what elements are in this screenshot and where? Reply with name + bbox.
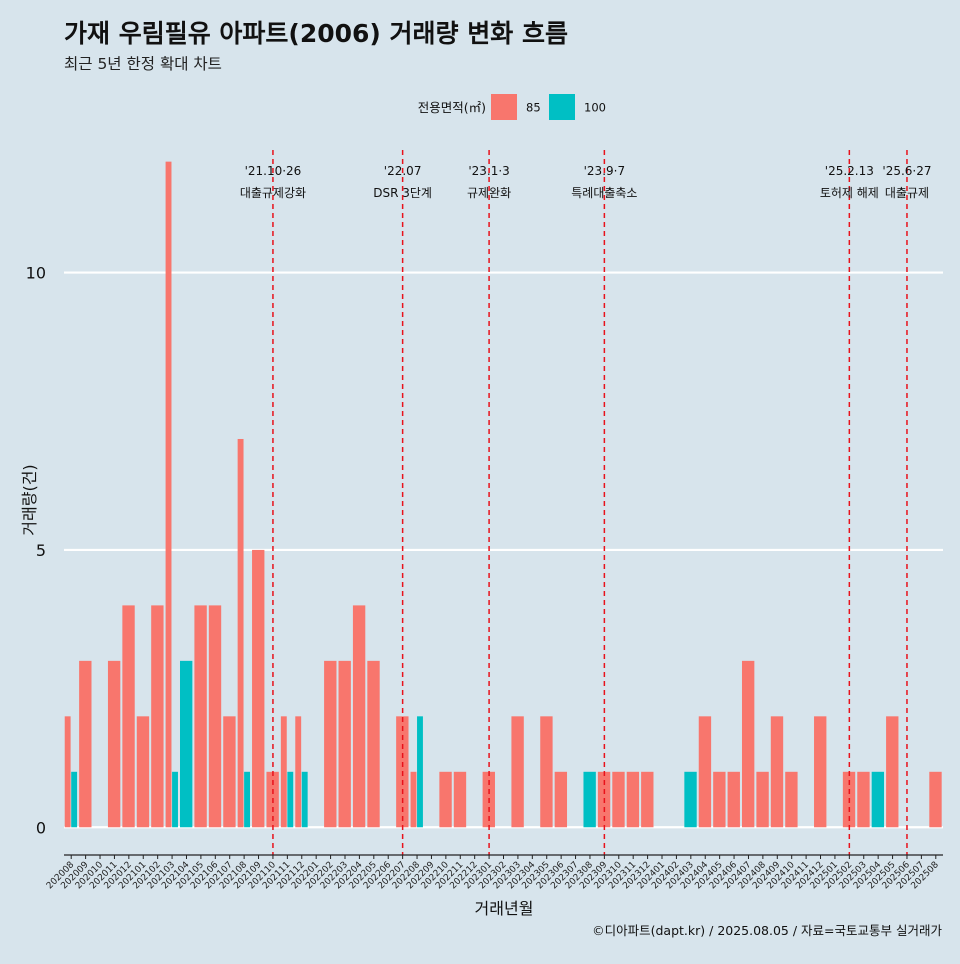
bar-85-202109 [252,549,265,828]
bar-85-202406 [727,771,740,828]
bar-85-202405 [713,771,726,828]
bar-100-202103 [172,771,178,828]
bar-100-202403 [684,771,697,828]
event-date-202309: '23.9·7 [584,164,625,178]
bar-100-202111 [287,771,294,828]
bar-85-202106 [208,605,222,828]
bar-85-202203 [338,660,351,828]
bar-85-202505 [886,716,899,828]
chart-caption: ©디아파트(dapt.kr) / 2025.08.05 / 자료=국토교통부 실… [592,923,942,938]
bar-85-202009 [79,660,92,828]
event-label-202207: DSR 3단계 [373,186,432,200]
legend: 전용면적(㎡) 85 100 [418,94,606,120]
bar-85-202101 [136,716,150,828]
chart-title: 가재 우림필유 아파트(2006) 거래량 변화 흐름 [64,19,568,48]
y-tick-label: 5 [36,541,46,560]
bar-85-202111 [280,716,287,828]
bar-85-202409 [770,716,784,828]
bar-100-202504 [871,771,885,828]
bar-85-202407 [741,660,755,828]
bar-85-202008 [64,716,71,828]
event-date-202502: '25.2.13 [825,164,874,178]
event-date-202506: '25.6·27 [882,164,931,178]
bar-85-202108 [237,438,244,828]
legend-label-100: 100 [584,101,606,115]
chart-subtitle: 최근 5년 한정 확대 차트 [64,55,222,73]
bar-85-202204 [352,605,366,828]
x-axis-title: 거래년월 [475,899,534,918]
bar-85-202410 [785,771,798,828]
legend-label-85: 85 [526,101,541,115]
event-date-202207: '22.07 [384,164,422,178]
bar-85-202303 [511,716,524,828]
bar-85-202211 [453,771,467,828]
event-date-202110: '21.10·26 [245,164,302,178]
event-label-202309: 특례대출축소 [571,186,637,200]
bar-85-202103 [165,161,172,828]
bar-85-202202 [324,660,337,828]
event-annotations: '21.10·26 대출규제강화 '22.07 DSR 3단계 '23.1·3 규제완화 '… [240,150,932,855]
bar-85-202112 [295,716,302,828]
bar-85-202105 [194,605,207,828]
bar-85-202306 [554,771,568,828]
legend-swatch-85 [491,94,517,120]
bar-100-202108 [244,771,251,828]
bar-85-202305 [540,716,553,828]
bar-100-202308 [583,771,596,828]
x-axis: 2020082020092020102020112020122021012021… [45,854,943,891]
bar-85-202312 [641,771,654,828]
event-label-202506: 대출규제 [885,186,929,200]
bar-85-202210 [439,771,452,828]
bar-85-202311 [626,771,640,828]
bar-85-202408 [756,771,769,828]
event-label-202502: 토허제 해제 [820,186,879,200]
bar-100-202208 [417,716,423,828]
event-label-202301: 규제완화 [467,186,511,200]
bars [64,161,942,828]
y-tick-label: 0 [36,818,46,837]
bar-85-202503 [857,771,870,828]
bar-100-202112 [301,771,308,828]
bar-85-202012 [122,605,135,828]
bar-85-202205 [367,660,380,828]
bar-100-202104 [179,660,193,828]
event-label-202110: 대출규제강화 [240,186,306,200]
bar-85-202208 [410,771,417,828]
event-date-202301: '23.1·3 [468,164,509,178]
legend-swatch-100 [549,94,575,120]
bar-85-202011 [107,660,121,828]
y-tick-label: 10 [26,264,46,283]
bar-85-202310 [612,771,625,828]
legend-title: 전용면적(㎡) [418,100,486,115]
bar-85-202412 [814,716,827,828]
y-axis-ticks: 0 5 10 [26,264,46,838]
bar-85-202404 [698,716,712,828]
y-axis-title: 거래량(건) [20,464,39,535]
bar-85-202102 [151,605,164,828]
bar-85-202508 [929,771,942,828]
bar-85-202107 [223,716,236,828]
bar-100-202008 [71,771,78,828]
